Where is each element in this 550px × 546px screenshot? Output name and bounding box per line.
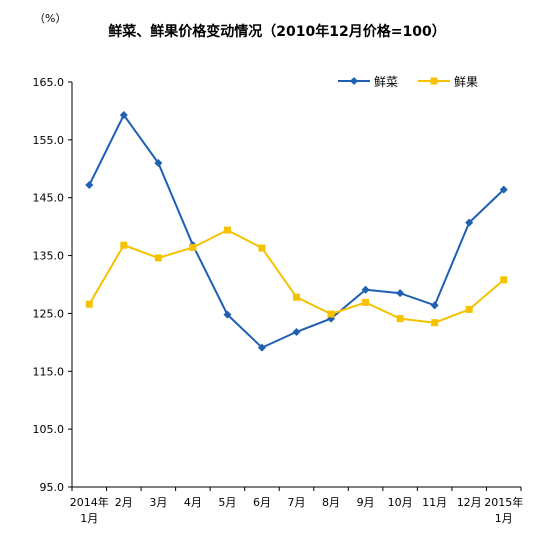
data-point — [292, 327, 301, 336]
legend-item-series-1: 鲜菜 — [338, 75, 398, 89]
x-tick-label: 7月 — [288, 496, 306, 509]
data-point — [499, 185, 508, 194]
data-point — [223, 310, 232, 319]
series-layer — [85, 110, 508, 352]
data-point — [362, 298, 370, 306]
x-tick-label: 2015年 — [484, 495, 523, 509]
y-tick-label: 135.0 — [33, 250, 65, 263]
x-tick-label-line2: 1月 — [80, 512, 98, 525]
y-tick-label: 155.0 — [33, 134, 65, 147]
data-point — [154, 254, 162, 262]
axes — [68, 81, 522, 491]
legend: 鲜菜 鲜果 — [338, 75, 478, 89]
data-point — [327, 310, 335, 318]
series-line-1 — [88, 113, 505, 349]
data-point — [119, 110, 128, 119]
data-point — [500, 276, 508, 284]
data-point — [430, 301, 439, 310]
legend-label-series-1: 鲜菜 — [374, 75, 398, 89]
legend-marker-series-1 — [350, 77, 358, 85]
y-tick-label: 165.0 — [33, 76, 65, 89]
x-tick-label: 6月 — [253, 496, 271, 509]
data-point — [189, 243, 197, 251]
data-point — [396, 315, 404, 323]
x-tick-labels: 2014年 1月 2月 3月 4月 5月 6月 7月 8月 9月 10月 11月 12月 2015年 1月 — [70, 495, 523, 525]
x-tick-label: 4月 — [184, 496, 202, 509]
x-tick-label: 3月 — [149, 496, 167, 509]
data-point — [258, 244, 266, 252]
y-tick-labels: 165.0 155.0 145.0 135.0 125.0 115.0 105.0 95.0 — [33, 76, 65, 494]
data-point — [85, 300, 93, 308]
data-point — [223, 226, 231, 234]
y-tick-label: 145.0 — [33, 192, 65, 205]
data-point — [431, 319, 439, 327]
y-tick-label: 125.0 — [33, 307, 65, 320]
x-tick-label-line2: 1月 — [495, 512, 513, 525]
y-tick-label: 105.0 — [33, 423, 65, 436]
data-point — [465, 218, 474, 227]
data-point — [85, 180, 94, 189]
data-point — [120, 241, 128, 249]
data-point — [154, 159, 163, 167]
y-tick-label: 95.0 — [40, 481, 65, 494]
x-tick-label: 12月 — [457, 496, 482, 509]
series-1 — [85, 110, 508, 352]
data-point — [396, 289, 405, 298]
series-2 — [85, 226, 508, 327]
legend-label-series-2: 鲜果 — [454, 75, 478, 89]
y-tick-label: 115.0 — [33, 365, 65, 378]
chart-title: 鲜菜、鲜果价格变动情况（2010年12月价格=100） — [108, 23, 445, 40]
legend-item-series-2: 鲜果 — [418, 75, 478, 89]
x-tick-label: 10月 — [388, 496, 413, 509]
data-point — [293, 293, 300, 301]
data-point — [361, 285, 370, 294]
unit-label: （%） — [34, 12, 66, 25]
x-tick-label: 5月 — [218, 496, 236, 509]
data-point — [465, 305, 473, 313]
data-point — [257, 343, 266, 352]
x-tick-label: 2014年 — [70, 495, 109, 509]
x-tick-label: 2月 — [115, 496, 133, 509]
x-tick-label: 11月 — [422, 496, 447, 509]
x-tick-label: 9月 — [357, 496, 375, 509]
x-tick-label: 8月 — [322, 496, 340, 509]
legend-marker-series-2 — [430, 77, 438, 85]
series-line-2 — [88, 228, 505, 324]
